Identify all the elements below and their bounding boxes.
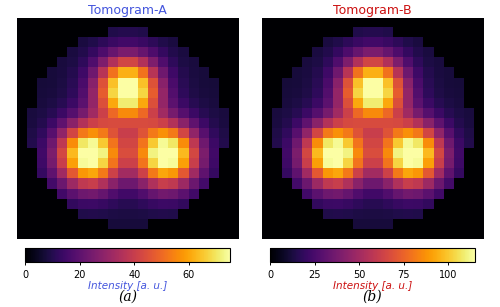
Text: (b): (b) (362, 290, 382, 304)
Title: Tomogram-B: Tomogram-B (333, 4, 412, 17)
Text: Intensity [a. u.]: Intensity [a. u.] (88, 281, 167, 291)
Text: (a): (a) (118, 290, 137, 304)
Title: Tomogram-A: Tomogram-A (88, 4, 167, 17)
Text: Intensity [a. u.]: Intensity [a. u.] (333, 281, 412, 291)
